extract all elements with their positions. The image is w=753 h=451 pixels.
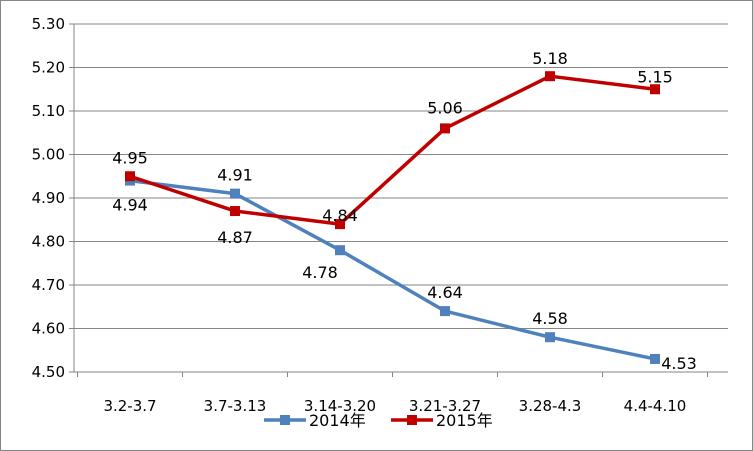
y-tick-label: 4.90 [32,189,65,207]
data-label: 4.53 [661,354,697,373]
gridlines [74,23,728,329]
series-line-0 [129,178,656,361]
y-tick-label: 4.50 [32,363,65,381]
data-label: 4.87 [217,228,253,247]
series-marker-1 [125,171,135,182]
y-tick-label: 4.70 [32,276,65,294]
data-label: 5.15 [637,67,673,86]
legend-label: 2014年 [309,411,366,430]
x-tick-label: 3.14-3.20 [304,397,376,415]
legend-marker-1 [407,415,417,425]
data-label: 5.06 [427,98,463,117]
x-tick-label: 4.4-4.10 [624,397,687,415]
series-line-1 [129,74,656,226]
y-tick-label: 4.60 [32,320,65,338]
series-marker-0 [230,188,240,199]
series-marker-1 [545,71,555,82]
series-marker-1 [230,206,240,217]
series-marker-1 [440,123,450,134]
x-tick-label: 3.2-3.7 [103,397,156,415]
y-tick-label: 5.30 [32,15,65,33]
legend: 2014年 2015年 [264,411,493,430]
data-label: 4.94 [112,196,148,215]
y-tick-label: 5.00 [32,146,65,164]
data-labels: 4.94 4.91 4.78 4.64 4.58 4.53 4.95 4.87 4.84 5.06… [112,49,697,373]
legend-label: 2015年 [436,411,493,430]
y-tick-label: 4.80 [32,233,65,251]
series-marker-0 [650,353,660,364]
y-tick-label: 5.10 [32,102,65,120]
series-marker-0 [440,306,450,317]
axes: 4.50 4.60 4.70 4.80 4.90 5.00 5.10 5.20 5.30 3.2-… [32,15,728,415]
series-marker-0 [545,332,555,343]
data-label: 4.91 [217,166,253,185]
x-tick-label: 3.7-3.13 [204,397,267,415]
data-label: 4.84 [322,206,358,225]
data-label: 4.95 [112,148,148,167]
series-marker-1 [650,84,660,95]
data-label: 4.58 [532,309,568,328]
data-label: 4.78 [302,263,338,282]
series-lines [125,71,660,364]
y-tick-label: 5.20 [32,59,65,77]
x-tick-label: 3.28-4.3 [519,397,582,415]
series-marker-0 [335,245,345,256]
data-label: 4.64 [427,283,463,302]
x-tick-label: 3.21-3.27 [409,397,481,415]
data-label: 5.18 [532,49,568,68]
legend-marker-0 [280,415,290,425]
series-marker-1 [335,219,345,230]
